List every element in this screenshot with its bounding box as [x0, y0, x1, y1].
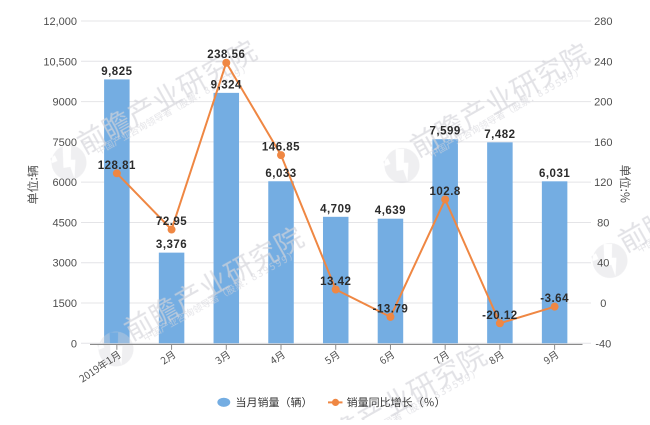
svg-text:1500: 1500	[53, 298, 77, 310]
svg-text:9000: 9000	[53, 97, 77, 109]
svg-text:238.56: 238.56	[207, 49, 245, 61]
svg-text:-20.12: -20.12	[482, 310, 518, 322]
svg-text:4,709: 4,709	[320, 203, 351, 215]
svg-text:3,376: 3,376	[156, 239, 187, 251]
svg-text:200: 200	[594, 97, 612, 109]
svg-text:102.8: 102.8	[430, 186, 461, 198]
svg-text:72.95: 72.95	[156, 216, 187, 228]
svg-text:6,031: 6,031	[539, 168, 570, 180]
svg-text:6000: 6000	[53, 177, 77, 189]
svg-text:120: 120	[594, 177, 612, 189]
svg-text:12,000: 12,000	[43, 16, 77, 28]
svg-text:40: 40	[597, 258, 609, 270]
svg-text:128.81: 128.81	[98, 160, 136, 172]
svg-text:240: 240	[594, 56, 612, 68]
svg-text:7,482: 7,482	[484, 129, 515, 141]
svg-text:7500: 7500	[53, 137, 77, 149]
svg-text:-40: -40	[595, 338, 611, 350]
svg-text:-13.79: -13.79	[373, 303, 409, 315]
svg-text:4500: 4500	[53, 217, 77, 229]
svg-text:80: 80	[597, 217, 609, 229]
svg-text:280: 280	[594, 16, 612, 28]
svg-text:146.85: 146.85	[262, 142, 300, 154]
svg-text:9,825: 9,825	[101, 66, 132, 78]
svg-text:0: 0	[71, 338, 77, 350]
svg-text:160: 160	[594, 137, 612, 149]
svg-text:10,500: 10,500	[43, 56, 77, 68]
svg-text:7,599: 7,599	[430, 126, 461, 138]
svg-text:9,324: 9,324	[211, 79, 242, 91]
svg-text:-3.64: -3.64	[540, 293, 569, 305]
svg-text:3000: 3000	[53, 258, 77, 270]
svg-text:13.42: 13.42	[320, 276, 351, 288]
svg-text:4,639: 4,639	[375, 205, 406, 217]
svg-text:0: 0	[600, 298, 606, 310]
svg-text:6,033: 6,033	[265, 168, 296, 180]
